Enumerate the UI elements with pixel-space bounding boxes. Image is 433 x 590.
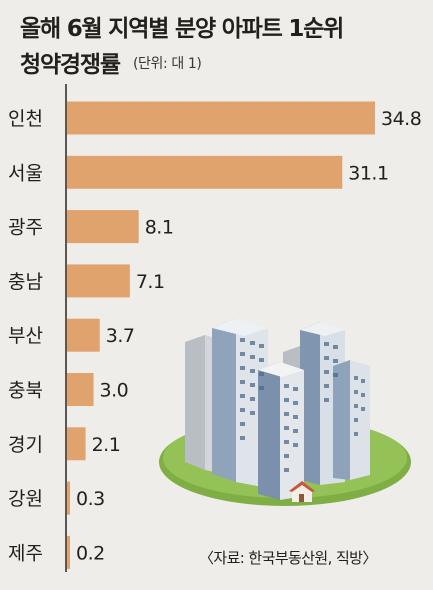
category-label: 광주 [8,217,43,239]
unit-label: (단위: 대 1) [133,56,202,72]
bar [67,373,94,406]
category-label: 제주 [8,542,43,564]
value-label: 34.8 [381,108,421,130]
category-label: 강원 [8,488,43,510]
value-label: 3.0 [100,380,129,402]
category-label: 충북 [8,380,43,402]
bar [67,481,70,515]
chart-subtitle: 청약경쟁률 [20,52,121,78]
bar [67,427,86,461]
value-label: 8.1 [145,217,174,239]
apartment-buildings-illustration [159,318,411,506]
bar [67,535,70,569]
bar [67,155,343,189]
bar [67,264,130,298]
category-label: 경기 [8,434,43,456]
value-label: 0.3 [76,488,105,510]
source-note: 〈자료: 한국부동산원, 직방〉 [199,549,377,567]
chart-title: 올해 6월 지역별 분양 아파트 1순위 [20,16,344,42]
value-label: 31.1 [348,162,388,184]
value-label: 7.1 [136,271,165,293]
value-label: 2.1 [92,434,121,456]
category-label: 부산 [8,325,43,347]
value-label: 0.2 [76,542,105,564]
bar [67,101,375,135]
bar [67,210,139,244]
value-label: 3.7 [106,325,135,347]
category-label: 인천 [8,108,43,130]
category-label: 충남 [8,271,43,293]
bars-group: 인천 34.8 서울 31.1 광주 8.1 충남 7.1 부산 3.7 충북 3.0 경기 2.1 강원 0… [8,101,422,569]
bar [67,318,100,352]
category-label: 서울 [8,162,43,184]
